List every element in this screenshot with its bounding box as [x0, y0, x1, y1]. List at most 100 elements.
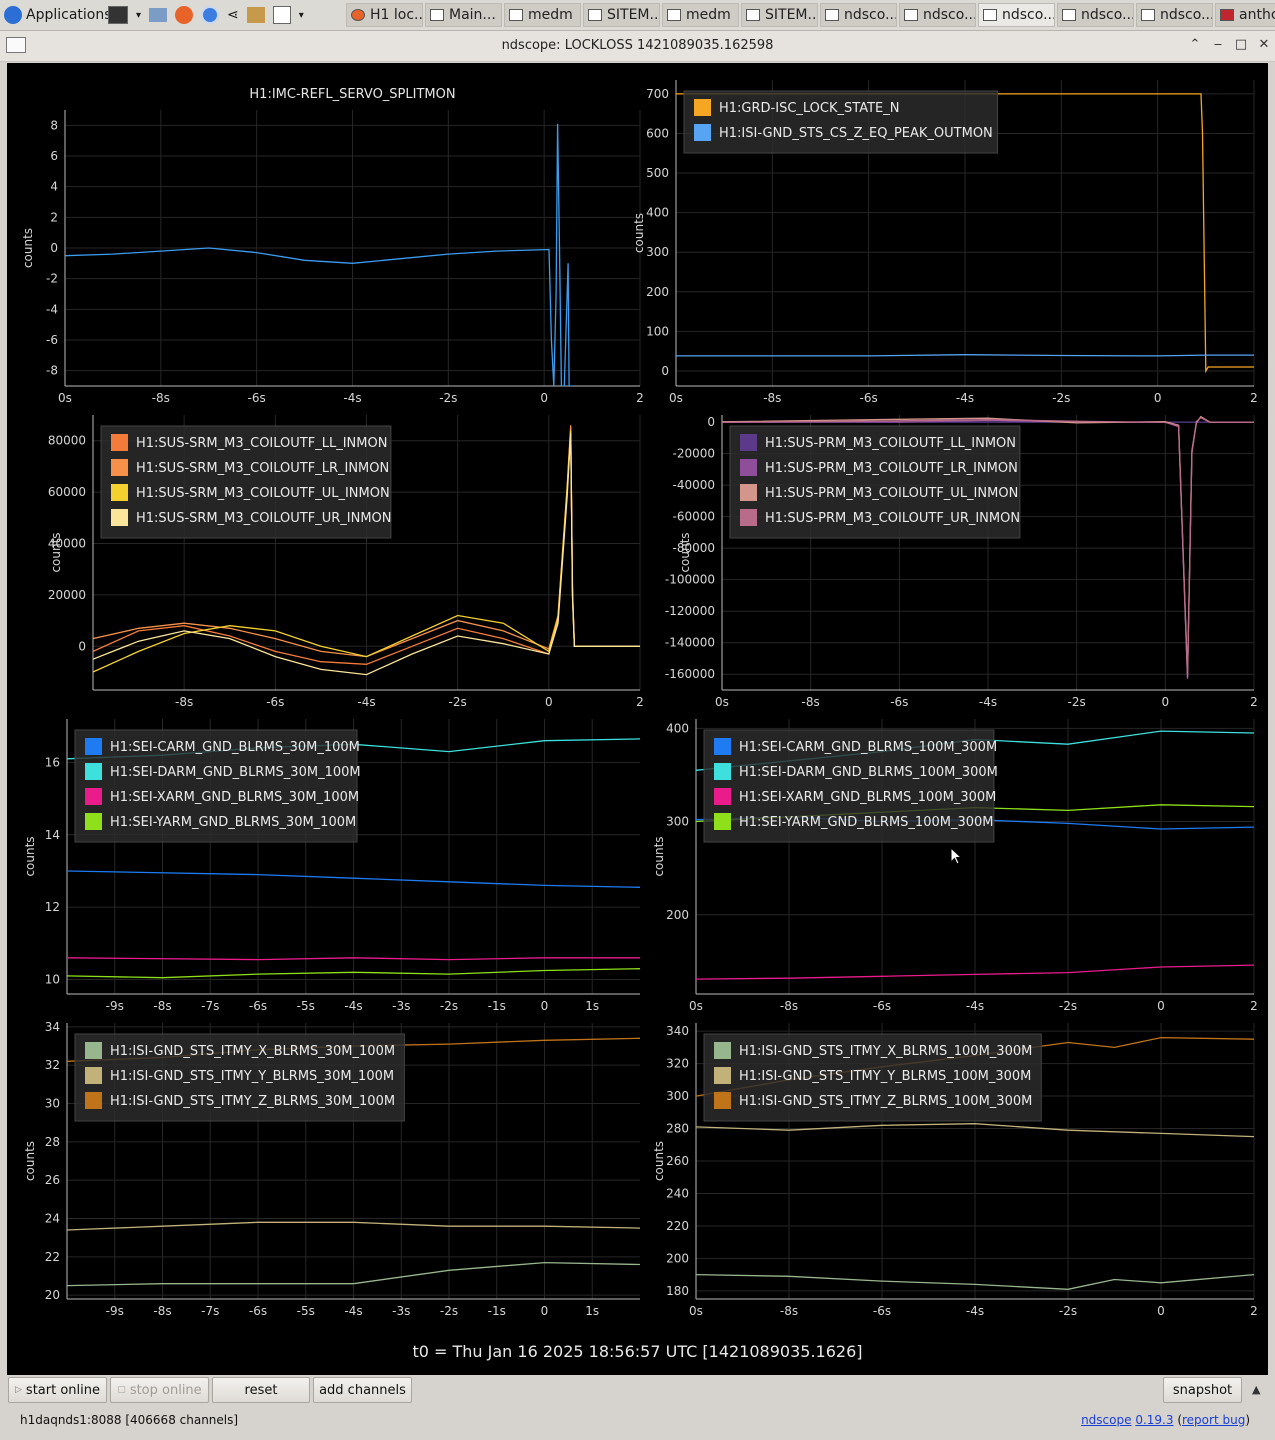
firefox-icon: [351, 9, 365, 21]
legend-label: H1:SUS-SRM_M3_COILOUTF_LR_INMON: [136, 461, 389, 476]
x-tick-label: -9s: [106, 1304, 124, 1318]
y-tick-label: 340: [666, 1024, 689, 1038]
x-tick-label: -6s: [860, 391, 878, 405]
plot-8[interactable]: 0s -8s -6s -4s -2s 0 2 340 320 300 280 260 240 220 200…: [652, 1023, 1258, 1318]
x-tick-label: -8s: [153, 999, 171, 1013]
y-tick-label: 26: [45, 1173, 60, 1187]
legend-label: H1:SUS-SRM_M3_COILOUTF_UR_INMON: [136, 511, 392, 526]
legend-box: [74, 729, 358, 843]
legend-swatch: [714, 763, 731, 780]
legend-swatch: [740, 434, 757, 451]
app-icon: [1220, 9, 1234, 21]
window-titlebar: ndscope: LOCKLOSS 1421089035.162598 ⌃ ‒ …: [0, 31, 1275, 62]
window-icon: [1141, 9, 1155, 21]
stop-online-button[interactable]: ▢ stop online: [110, 1377, 209, 1403]
plot-7[interactable]: -9s -8s -7s -6s -5s -4s -3s -2s -1s 0 1s 34 32 30 28 26…: [23, 1020, 640, 1318]
plot-2[interactable]: 0s -8s -6s -4s -2s 0 2 700 600 500 400 300 200 100 0 co…: [632, 80, 1258, 405]
y-tick-label: 220: [666, 1219, 689, 1233]
stop-online-label: stop online: [129, 1382, 202, 1398]
window-title: ndscope: LOCKLOSS 1421089035.162598: [501, 38, 774, 53]
users-icon[interactable]: [246, 7, 265, 23]
legend-swatch: [85, 788, 102, 805]
plot-1[interactable]: 0s -8s -6s -4s -2s 0 2 8 6 4 2 0 -2 -4 -6 -8 counts H1:IM…: [21, 87, 644, 405]
task-button[interactable]: ndsco...: [820, 3, 897, 27]
legend-swatch: [85, 738, 102, 755]
legend-swatch: [85, 1042, 102, 1059]
legend-label: H1:SEI-DARM_GND_BLRMS_100M_300M: [739, 765, 998, 780]
task-button[interactable]: ndsco...: [978, 3, 1055, 27]
legend-label: H1:SUS-SRM_M3_COILOUTF_UL_INMON: [136, 486, 390, 501]
task-button[interactable]: ndsco...: [899, 3, 976, 27]
plot-4[interactable]: 0s -8s -6s -4s -2s 0 2 0 -20000 -40000 -60000 -8000…: [665, 415, 1258, 709]
task-button[interactable]: ndsco...: [1057, 3, 1134, 27]
legend-label: H1:SEI-XARM_GND_BLRMS_30M_100M: [110, 790, 359, 805]
legend-swatch: [111, 484, 128, 501]
task-button[interactable]: medm: [662, 3, 739, 27]
legend-swatch: [714, 1092, 731, 1109]
window-menu-icon[interactable]: [6, 37, 26, 53]
y-axis-label: counts: [632, 213, 646, 253]
task-button[interactable]: H1 loc...: [346, 3, 423, 27]
snapshot-button[interactable]: snapshot: [1163, 1377, 1242, 1403]
legend-swatch: [714, 813, 731, 830]
legend-swatch: [111, 434, 128, 451]
minimize-icon[interactable]: ‒: [1213, 37, 1223, 52]
y-tick-label: 80000: [48, 434, 86, 448]
y-tick-label: 6: [50, 149, 58, 163]
plot-5[interactable]: -9s -8s -7s -6s -5s -4s -3s -2s -1s 0 1s 16 14 12 10 co…: [23, 719, 640, 1013]
y-axis-label: counts: [21, 228, 35, 268]
chevron-down-icon[interactable]: ▾: [136, 9, 142, 21]
server-status: h1daqnds1:8088 [406668 channels]: [20, 1413, 239, 1427]
y-tick-label: 0: [78, 639, 86, 653]
close-icon[interactable]: ✕: [1258, 37, 1270, 52]
x-tick-label: -7s: [201, 1304, 219, 1318]
editor-launcher-icon[interactable]: [272, 6, 291, 24]
ndscope-link[interactable]: ndscope: [1081, 1413, 1132, 1427]
version-link[interactable]: 0.19.3: [1135, 1413, 1174, 1427]
start-online-label: start online: [25, 1382, 100, 1398]
window-icon: [983, 9, 997, 21]
legend-box: [729, 425, 1021, 539]
task-button[interactable]: medm: [504, 3, 581, 27]
task-button[interactable]: SITEM...: [583, 3, 660, 27]
folder-launcher-icon[interactable]: [149, 8, 168, 22]
start-online-button[interactable]: ▷ start online: [8, 1377, 107, 1403]
x-tick-label: 2: [1250, 1304, 1258, 1318]
maximize-icon[interactable]: □: [1234, 37, 1248, 52]
firefox-launcher-icon[interactable]: [175, 6, 194, 24]
x-tick-label: -2s: [1068, 695, 1086, 709]
x-tick-label: -6s: [249, 1304, 267, 1318]
y-tick-label: -160000: [665, 667, 715, 681]
shade-icon[interactable]: ⌃: [1189, 37, 1201, 52]
y-tick-label: -20000: [672, 447, 715, 461]
x-tick-label: -4s: [344, 999, 362, 1013]
plot-6[interactable]: 0s -8s -6s -4s -2s 0 2 400 300 200 counts H1:SEI-CA…: [652, 719, 1258, 1013]
x-tick-label: -5s: [297, 999, 315, 1013]
report-bug-link[interactable]: report bug: [1182, 1413, 1246, 1427]
y-tick-label: 0: [661, 364, 669, 378]
plot-3[interactable]: -8s -6s -4s -2s 0 2 80000 60000 40000 20000 0 count…: [48, 415, 644, 709]
legend-label: H1:GRD-ISC_LOCK_STATE_N: [719, 101, 899, 116]
y-tick-label: 300: [646, 245, 669, 259]
task-button[interactable]: ndsco...: [1136, 3, 1213, 27]
series-line-2: [676, 354, 1254, 357]
share-icon[interactable]: ⋖: [227, 7, 239, 23]
task-button[interactable]: anthc: [1215, 3, 1275, 27]
terminal-launcher-icon[interactable]: [108, 6, 128, 24]
x-tick-label: 1s: [585, 1304, 599, 1318]
x-tick-label: 0s: [689, 999, 703, 1013]
x-tick-label: 0s: [669, 391, 683, 405]
x-tick-label: -1s: [488, 1304, 506, 1318]
add-channels-button[interactable]: add channels: [313, 1377, 412, 1403]
task-button[interactable]: SITEM...: [741, 3, 818, 27]
plots-canvas[interactable]: 0s -8s -6s -4s -2s 0 286420-2-4-6-8countsH1:IM…: [7, 63, 1268, 1375]
reset-button[interactable]: reset: [212, 1377, 310, 1403]
plot-area[interactable]: 0s -8s -6s -4s -2s 0 2 8 6 4 2 0 -2 -4 -6 -8 counts H1:IM…: [7, 63, 1268, 1375]
legend-box: [703, 1033, 1042, 1122]
x-tick-label: -6s: [873, 999, 891, 1013]
chrome-launcher-icon[interactable]: [201, 6, 220, 24]
expand-icon[interactable]: ▲: [1252, 1383, 1261, 1396]
chevron-down-icon[interactable]: ▾: [298, 9, 304, 21]
task-button[interactable]: Main...: [425, 3, 502, 27]
applications-menu[interactable]: Applications: [4, 0, 112, 30]
